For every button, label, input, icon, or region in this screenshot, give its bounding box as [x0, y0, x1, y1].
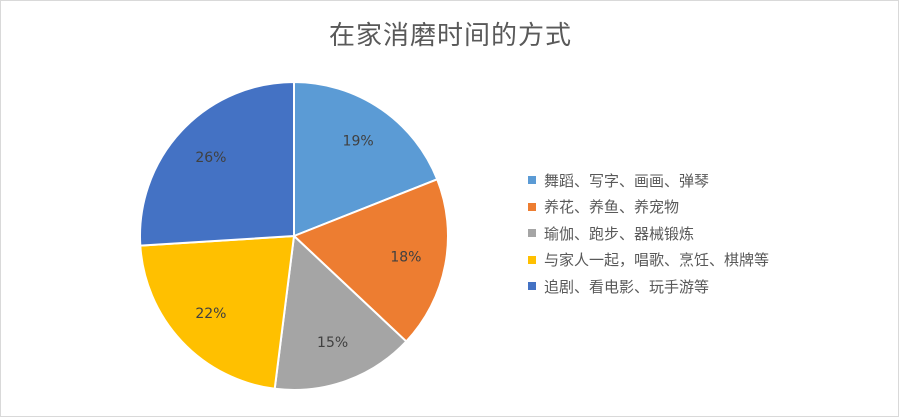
legend-item-2: 养花、养鱼、养宠物: [528, 194, 888, 221]
legend-label-4: 与家人一起，唱歌、烹饪、棋牌等: [544, 251, 770, 270]
legend-label-5: 追剧、看电影、玩手游等: [544, 277, 710, 296]
legend-swatch-1: [528, 176, 536, 185]
legend-label-1: 舞蹈、写字、画画、弹琴: [544, 171, 710, 190]
legend-item-5: 追剧、看电影、玩手游等: [528, 273, 888, 300]
legend-item-3: 瑜伽、跑步、器械锻炼: [528, 220, 888, 247]
pie-label-3: 15%: [317, 335, 348, 351]
pie-slices: [138, 81, 449, 392]
chart-title: 在家消磨时间的方式: [328, 21, 572, 51]
legend-swatch-4: [528, 255, 536, 264]
legend-label-2: 养花、养鱼、养宠物: [544, 198, 680, 217]
pie-label-1: 19%: [343, 134, 374, 150]
legend-swatch-5: [528, 282, 536, 291]
pie-slice-1: [293, 81, 439, 237]
legend: 舞蹈、写字、画画、弹琴 养花、养鱼、养宠物 瑜伽、跑步、器械锻炼与家人一起，唱歌、烹…: [528, 167, 888, 300]
legend-item-1: 舞蹈、写字、画画、弹琴: [528, 167, 888, 194]
pie-data-labels: 19% 18% 15% 22% 26%: [195, 134, 421, 352]
pie-slice-3: [273, 235, 408, 392]
pie-label-2: 18%: [390, 249, 421, 265]
pie-slice-2: [293, 178, 449, 343]
legend-swatch-2: [528, 202, 536, 211]
pie-slice-4: [139, 235, 295, 390]
pie-slice-5: [138, 81, 295, 247]
legend-swatch-3: [528, 229, 536, 238]
pie-label-5: 26%: [195, 150, 226, 166]
legend-label-3: 瑜伽、跑步、器械锻炼: [544, 224, 695, 243]
legend-item-4: 与家人一起，唱歌、烹饪、棋牌等: [528, 247, 888, 274]
pie-label-4: 22%: [195, 306, 226, 322]
